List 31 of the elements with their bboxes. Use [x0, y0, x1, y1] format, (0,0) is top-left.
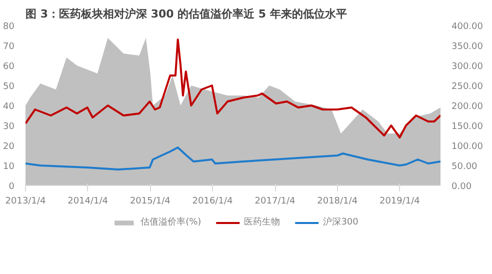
x-tick-label: 2015/1/4	[130, 196, 171, 206]
y2-tick-label: 150.00	[452, 122, 484, 132]
x-tick-label: 2016/1/4	[192, 196, 233, 206]
y-tick-label: 30	[3, 122, 15, 132]
y2-tick-label: 0.00	[452, 182, 472, 192]
x-tick-label: 2018/1/4	[317, 196, 358, 206]
y-tick-label: 80	[3, 22, 15, 32]
y-tick-label: 70	[3, 42, 15, 52]
y2-tick-label: 350.00	[452, 42, 484, 52]
legend-label: 估值溢价率(%)	[140, 216, 202, 228]
legend-label: 沪深300	[323, 216, 358, 228]
chart-title: 图 3：医药板块相对沪深 300 的估值溢价率近 5 年来的低位水平	[26, 8, 347, 20]
legend-label: 医药生物	[244, 216, 280, 228]
y2-tick-label: 100.00	[452, 142, 484, 152]
x-tick-label: 2019/1/4	[379, 196, 420, 206]
y2-tick-label: 50.00	[452, 162, 478, 172]
y2-tick-label: 400.00	[452, 22, 484, 32]
y-tick-label: 50	[3, 82, 15, 92]
line-series	[26, 146, 440, 170]
y-tick-label: 0	[8, 182, 15, 192]
y-tick-label: 40	[3, 102, 15, 112]
x-tick-label: 2017/1/4	[254, 196, 296, 206]
y-tick-label: 20	[3, 142, 15, 152]
x-tick-label: 2013/1/4	[5, 196, 46, 206]
x-tick-label: 2014/1/4	[68, 196, 108, 206]
y-tick-label: 10	[3, 162, 15, 172]
line-series	[26, 38, 440, 138]
y-tick-label: 60	[3, 62, 15, 72]
y2-tick-label: 250.00	[452, 82, 484, 92]
y2-tick-label: 200.00	[452, 102, 484, 112]
y2-tick-label: 300.00	[452, 62, 484, 72]
